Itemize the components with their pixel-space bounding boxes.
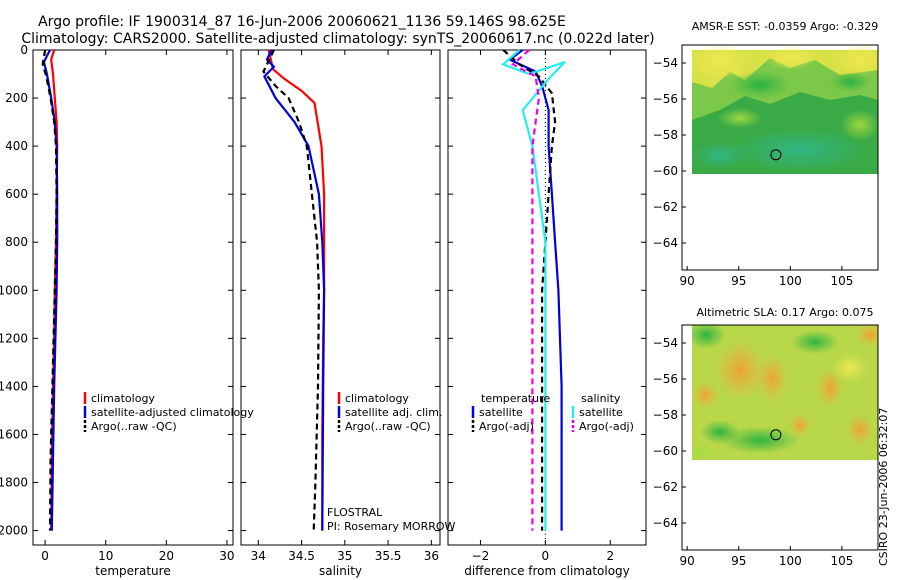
map-axes-frame bbox=[681, 44, 879, 271]
x-tick-label: −2 bbox=[472, 549, 490, 563]
y-tick-label: 600 bbox=[5, 187, 28, 201]
salinity-panel: 34 34.5 35 35.5 36 salinity climatologysatelli… bbox=[240, 49, 442, 578]
sla-map-panel: Altimetric SLA: 0.17 Argo: 0.075 90 95 100… bbox=[653, 306, 879, 568]
x-tick-label: 36 bbox=[424, 549, 439, 563]
legend-label: Argo(..raw -QC) bbox=[91, 420, 177, 433]
x-tick-label: 35 bbox=[337, 549, 352, 563]
figure-title-line1: Argo profile: IF 1900314_87 16-Jun-2006 … bbox=[38, 14, 566, 30]
x-tick-label: 100 bbox=[779, 274, 802, 288]
flostral-label: FLOSTRAL bbox=[327, 506, 383, 519]
x-axis-label: difference from climatology bbox=[464, 564, 630, 578]
x-tick-label: 105 bbox=[830, 554, 853, 568]
map-axes-frame bbox=[681, 324, 879, 551]
x-tick-label: 105 bbox=[830, 274, 853, 288]
series-line bbox=[262, 49, 321, 531]
x-tick-label: 100 bbox=[779, 554, 802, 568]
timestamp-stamp: CSIRO 23-Jun-2006 06:32:07 bbox=[877, 408, 890, 566]
argo-location-marker bbox=[770, 149, 782, 161]
legend-heading-salinity: salinity bbox=[581, 392, 621, 405]
series-line bbox=[501, 49, 566, 531]
y-tick-label: −60 bbox=[653, 444, 678, 458]
x-axis-label: salinity bbox=[319, 564, 362, 578]
y-tick-label: 200 bbox=[5, 91, 28, 105]
pi-label: PI: Rosemary MORROW bbox=[327, 520, 456, 533]
y-tick-label: −54 bbox=[653, 56, 678, 70]
y-tick-label: −64 bbox=[653, 236, 678, 250]
series-line bbox=[507, 49, 563, 531]
series-line bbox=[502, 49, 557, 531]
y-tick-label: 0 bbox=[20, 43, 28, 57]
y-tick-label: 400 bbox=[5, 139, 28, 153]
y-tick-label: 1600 bbox=[0, 427, 28, 441]
x-tick-label: 34.5 bbox=[288, 549, 315, 563]
legend-label: satellite bbox=[479, 406, 523, 419]
y-tick-label: −58 bbox=[653, 408, 678, 422]
x-tick-label: 2 bbox=[606, 549, 614, 563]
legend-label: climatology bbox=[345, 392, 409, 405]
y-tick-label: 1000 bbox=[0, 283, 28, 297]
y-tick-label: −58 bbox=[653, 128, 678, 142]
y-tick-label: −56 bbox=[653, 372, 678, 386]
y-tick-label: 800 bbox=[5, 235, 28, 249]
legend-label: Argo(-adj) bbox=[579, 420, 634, 433]
y-tick-label: 1400 bbox=[0, 379, 28, 393]
series-line bbox=[510, 49, 541, 531]
y-tick-label: −62 bbox=[653, 200, 678, 214]
y-tick-label: 1800 bbox=[0, 476, 28, 490]
sst-map-title: AMSR-E SST: -0.0359 Argo: -0.329 bbox=[692, 20, 878, 33]
sla-map-title: Altimetric SLA: 0.17 Argo: 0.075 bbox=[696, 306, 873, 319]
x-tick-label: 95 bbox=[731, 274, 746, 288]
legend-label: Argo(..raw -QC) bbox=[345, 420, 431, 433]
x-tick-label: 35.5 bbox=[375, 549, 402, 563]
temperature-axes-frame bbox=[32, 49, 234, 546]
x-tick-label: 0 bbox=[542, 549, 550, 563]
x-tick-label: 95 bbox=[731, 554, 746, 568]
x-axis-label: temperature bbox=[95, 564, 170, 578]
y-tick-label: −54 bbox=[653, 336, 678, 350]
x-tick-label: 34 bbox=[251, 549, 266, 563]
argo-location-marker bbox=[770, 429, 782, 441]
legend-heading-temperature: temperature bbox=[481, 392, 550, 405]
series-line bbox=[41, 49, 58, 531]
x-tick-label: 90 bbox=[680, 554, 695, 568]
x-tick-label: 90 bbox=[680, 274, 695, 288]
sst-map-panel: AMSR-E SST: -0.0359 Argo: -0.329 90 95 100… bbox=[653, 20, 879, 288]
y-tick-label: −62 bbox=[653, 480, 678, 494]
y-tick-label: −64 bbox=[653, 516, 678, 530]
legend-label: satellite bbox=[579, 406, 623, 419]
y-tick-label: 2000 bbox=[0, 524, 28, 538]
x-tick-label: 20 bbox=[159, 549, 174, 563]
y-tick-label: −60 bbox=[653, 164, 678, 178]
salinity-axes-frame bbox=[240, 49, 441, 546]
x-tick-label: 0 bbox=[41, 549, 49, 563]
y-tick-label: 1200 bbox=[0, 331, 28, 345]
x-tick-label: 10 bbox=[98, 549, 113, 563]
temperature-panel: 0 10 20 30 0 200 400 600 800 1000 1200 1400 1600 1800… bbox=[0, 43, 254, 578]
difference-axes-frame bbox=[447, 49, 647, 546]
sst-heatmap bbox=[692, 45, 878, 174]
legend-label: satellite-adjusted climatology bbox=[91, 406, 254, 419]
x-tick-label: 30 bbox=[219, 549, 234, 563]
legend-label: satellite adj. clim. bbox=[345, 406, 442, 419]
figure-title-line2: Climatology: CARS2000. Satellite-adjuste… bbox=[21, 31, 654, 47]
y-tick-label: −56 bbox=[653, 92, 678, 106]
legend-label: climatology bbox=[91, 392, 155, 405]
sla-heatmap bbox=[692, 325, 878, 460]
legend-label: Argo(-adj) bbox=[479, 420, 534, 433]
series-line bbox=[263, 49, 326, 531]
